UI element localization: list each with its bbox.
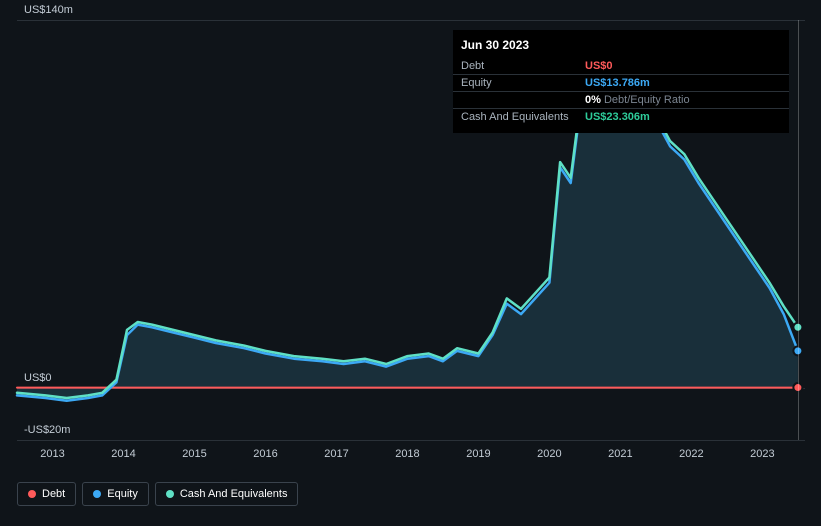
ratio-text: Debt/Equity Ratio <box>601 94 690 106</box>
tooltip-row-ratio: 0% Debt/Equity Ratio <box>453 92 789 109</box>
tooltip-value: US$13.786m <box>585 77 650 89</box>
tooltip-value: US$0 <box>585 60 613 72</box>
tooltip-label: Equity <box>461 77 585 89</box>
tooltip-value: US$23.306m <box>585 111 650 123</box>
x-axis-label: 2018 <box>395 448 419 460</box>
legend-item-equity[interactable]: Equity <box>82 482 149 506</box>
tooltip-panel: Jun 30 2023 Debt US$0 Equity US$13.786m … <box>453 30 789 133</box>
x-axis-label: 2014 <box>111 448 135 460</box>
x-axis-label: 2020 <box>537 448 561 460</box>
legend-dot-icon <box>28 490 36 498</box>
ratio-percent: 0% <box>585 94 601 106</box>
legend-label: Cash And Equivalents <box>180 488 288 500</box>
tooltip-date: Jun 30 2023 <box>453 30 789 58</box>
tooltip-row-equity: Equity US$13.786m <box>453 75 789 92</box>
hover-line <box>798 20 799 440</box>
legend-dot-icon <box>93 490 101 498</box>
x-axis-label: 2023 <box>750 448 774 460</box>
tooltip-label: Cash And Equivalents <box>461 111 585 123</box>
x-axis-label: 2022 <box>679 448 703 460</box>
legend-item-cash[interactable]: Cash And Equivalents <box>155 482 299 506</box>
x-axis-label: 2019 <box>466 448 490 460</box>
tooltip-row-cash: Cash And Equivalents US$23.306m <box>453 109 789 125</box>
x-axis-label: 2017 <box>324 448 348 460</box>
x-axis: 2013 2014 2015 2016 2017 2018 2019 2020 2021 2022… <box>17 448 805 468</box>
grid-line <box>17 440 805 441</box>
legend-label: Debt <box>42 488 65 500</box>
legend-item-debt[interactable]: Debt <box>17 482 76 506</box>
x-axis-label: 2013 <box>40 448 64 460</box>
x-axis-label: 2021 <box>608 448 632 460</box>
legend-dot-icon <box>166 490 174 498</box>
tooltip-label: Debt <box>461 60 585 72</box>
x-axis-label: 2015 <box>182 448 206 460</box>
tooltip-row-debt: Debt US$0 <box>453 58 789 75</box>
tooltip-label <box>461 94 585 106</box>
tooltip-value: 0% Debt/Equity Ratio <box>585 94 690 106</box>
legend-label: Equity <box>107 488 138 500</box>
chart-area: Jun 30 2023 Debt US$0 Equity US$13.786m … <box>17 10 805 440</box>
x-axis-label: 2016 <box>253 448 277 460</box>
legend: Debt Equity Cash And Equivalents <box>17 482 298 506</box>
